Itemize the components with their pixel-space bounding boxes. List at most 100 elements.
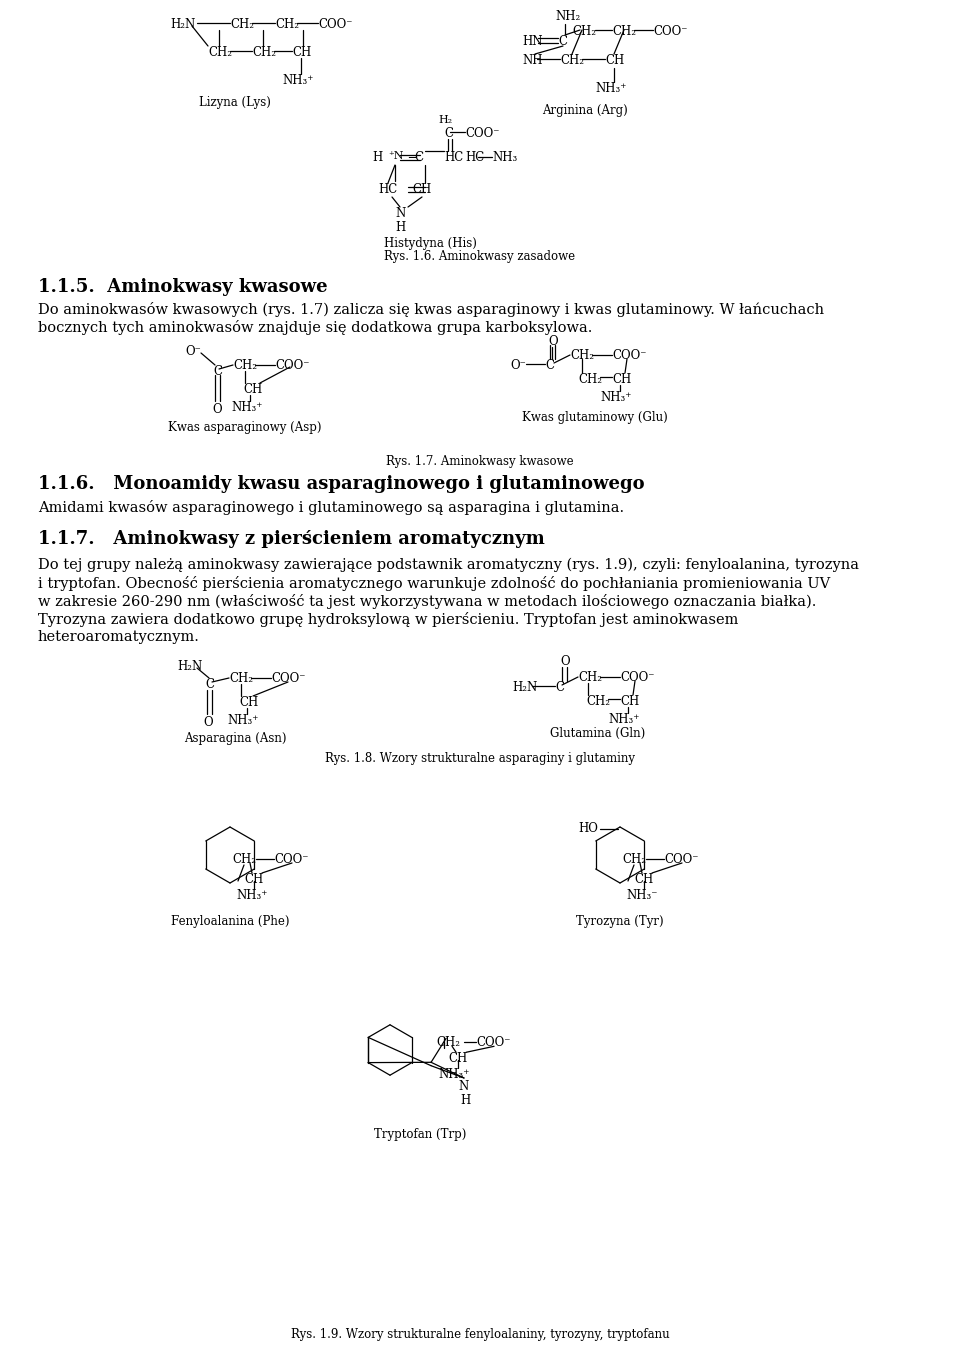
- Text: COO⁻: COO⁻: [653, 24, 687, 38]
- Text: COO⁻: COO⁻: [275, 359, 309, 372]
- Text: 1.1.5.  Aminokwasy kwasowe: 1.1.5. Aminokwasy kwasowe: [38, 277, 327, 296]
- Text: CH: CH: [412, 183, 431, 196]
- Text: HN: HN: [522, 35, 542, 47]
- Text: CH: CH: [239, 695, 258, 709]
- Text: H₂N: H₂N: [177, 660, 203, 672]
- Text: Rys. 1.7. Aminokwasy kwasowe: Rys. 1.7. Aminokwasy kwasowe: [386, 455, 574, 468]
- Text: CH: CH: [448, 1053, 468, 1065]
- Text: ═C: ═C: [408, 152, 424, 164]
- Text: CH₂: CH₂: [208, 46, 232, 60]
- Text: Kwas glutaminowy (Glu): Kwas glutaminowy (Glu): [522, 411, 668, 423]
- Text: H₂N: H₂N: [512, 681, 538, 694]
- Text: CH₂: CH₂: [436, 1036, 460, 1050]
- Text: C: C: [545, 359, 554, 372]
- Text: Amidami kwasów asparaginowego i glutaminowego są asparagina i glutamina.: Amidami kwasów asparaginowego i glutamin…: [38, 501, 624, 515]
- Text: CH: CH: [620, 695, 639, 708]
- Text: CH: CH: [243, 383, 262, 396]
- Text: NH: NH: [522, 54, 542, 68]
- Text: O: O: [203, 716, 212, 729]
- Text: CH: CH: [292, 46, 311, 60]
- Text: NH₃⁺: NH₃⁺: [282, 74, 313, 87]
- Text: Tryptofan (Trp): Tryptofan (Trp): [373, 1128, 467, 1141]
- Text: Arginina (Arg): Arginina (Arg): [542, 104, 628, 116]
- Text: CH₂: CH₂: [586, 695, 610, 708]
- Text: CH: CH: [612, 373, 632, 386]
- Text: O: O: [548, 336, 558, 348]
- Text: Do tej grupy należą aminokwasy zawierające podstawnik aromatyczny (rys. 1.9), cz: Do tej grupy należą aminokwasy zawierają…: [38, 557, 859, 572]
- Text: CH₂: CH₂: [572, 24, 596, 38]
- Text: CH: CH: [634, 873, 653, 886]
- Text: O: O: [212, 403, 222, 415]
- Text: Rys. 1.8. Wzory strukturalne asparaginy i glutaminy: Rys. 1.8. Wzory strukturalne asparaginy …: [325, 752, 635, 764]
- Text: ⁺N: ⁺N: [388, 152, 403, 161]
- Text: 1.1.6.   Monoamidy kwasu asparaginowego i glutaminowego: 1.1.6. Monoamidy kwasu asparaginowego i …: [38, 475, 644, 492]
- Text: Histydyna (His): Histydyna (His): [384, 237, 476, 250]
- Text: Glutamina (Gln): Glutamina (Gln): [550, 727, 646, 740]
- Text: Lizyna (Lys): Lizyna (Lys): [199, 96, 271, 110]
- Text: i tryptofan. Obecność pierścienia aromatycznego warunkuje zdolność do pochłanian: i tryptofan. Obecność pierścienia aromat…: [38, 576, 830, 591]
- Text: HC: HC: [465, 152, 484, 164]
- Text: HC: HC: [378, 183, 397, 196]
- Text: H: H: [372, 152, 382, 164]
- Text: CH₂: CH₂: [578, 373, 602, 386]
- Text: NH₃⁺: NH₃⁺: [236, 889, 268, 902]
- Text: C: C: [555, 681, 564, 694]
- Text: Asparagina (Asn): Asparagina (Asn): [183, 732, 286, 746]
- Text: H: H: [395, 221, 405, 234]
- Text: CH₂: CH₂: [232, 852, 256, 866]
- Text: N: N: [458, 1080, 468, 1093]
- Text: NH₃⁻: NH₃⁻: [626, 889, 658, 902]
- Text: N: N: [395, 207, 405, 221]
- Text: CH₂: CH₂: [622, 852, 646, 866]
- Text: CH₂: CH₂: [230, 18, 254, 31]
- Text: Do aminokwasów kwasowych (rys. 1.7) zalicza się kwas asparaginowy i kwas glutami: Do aminokwasów kwasowych (rys. 1.7) zali…: [38, 302, 824, 317]
- Text: H: H: [460, 1095, 470, 1107]
- Text: Tyrozyna (Tyr): Tyrozyna (Tyr): [576, 915, 663, 928]
- Text: C: C: [213, 365, 222, 377]
- Text: HC: HC: [444, 152, 464, 164]
- Text: Rys. 1.6. Aminokwasy zasadowe: Rys. 1.6. Aminokwasy zasadowe: [384, 250, 576, 262]
- Text: NH₂: NH₂: [555, 9, 580, 23]
- Text: 1.1.7.   Aminokwasy z pierścieniem aromatycznym: 1.1.7. Aminokwasy z pierścieniem aromaty…: [38, 530, 544, 548]
- Text: CH₂: CH₂: [233, 359, 257, 372]
- Text: CH₂: CH₂: [275, 18, 299, 31]
- Text: C: C: [558, 35, 567, 47]
- Text: COO⁻: COO⁻: [318, 18, 352, 31]
- Text: C: C: [444, 127, 453, 139]
- Text: NH₃⁺: NH₃⁺: [608, 713, 639, 727]
- Text: COO⁻: COO⁻: [620, 671, 655, 685]
- Text: heteroaromatycznym.: heteroaromatycznym.: [38, 630, 200, 644]
- Text: CH₂: CH₂: [612, 24, 636, 38]
- Text: Tyrozyna zawiera dodatkowo grupę hydroksylową w pierścieniu. Tryptofan jest amin: Tyrozyna zawiera dodatkowo grupę hydroks…: [38, 612, 738, 626]
- Text: H₂: H₂: [438, 115, 452, 124]
- Text: NH₃⁺: NH₃⁺: [600, 391, 632, 405]
- Text: Kwas asparaginowy (Asp): Kwas asparaginowy (Asp): [168, 421, 322, 434]
- Text: NH₃⁺: NH₃⁺: [231, 400, 262, 414]
- Text: COO⁻: COO⁻: [465, 127, 499, 139]
- Text: COO⁻: COO⁻: [664, 852, 699, 866]
- Text: Fenyloalanina (Phe): Fenyloalanina (Phe): [171, 915, 289, 928]
- Text: w zakresie 260-290 nm (właściwość ta jest wykorzystywana w metodach ilościowego : w zakresie 260-290 nm (właściwość ta jes…: [38, 594, 816, 609]
- Text: C: C: [205, 678, 214, 691]
- Text: CH₂: CH₂: [570, 349, 594, 363]
- Text: HO: HO: [578, 823, 598, 835]
- Text: O⁻: O⁻: [185, 345, 201, 359]
- Text: NH₃⁺: NH₃⁺: [227, 714, 258, 727]
- Text: CH: CH: [244, 873, 263, 886]
- Text: O: O: [560, 655, 569, 668]
- Text: CH₂: CH₂: [578, 671, 602, 685]
- Text: O⁻: O⁻: [510, 359, 526, 372]
- Text: COO⁻: COO⁻: [612, 349, 646, 363]
- Text: bocznych tych aminokwasów znajduje się dodatkowa grupa karboksylowa.: bocznych tych aminokwasów znajduje się d…: [38, 321, 592, 336]
- Text: COO⁻: COO⁻: [476, 1036, 511, 1050]
- Text: NH₃⁺: NH₃⁺: [595, 83, 626, 95]
- Text: CH₂: CH₂: [252, 46, 276, 60]
- Text: CH₂: CH₂: [229, 672, 253, 685]
- Text: H₂N: H₂N: [170, 18, 195, 31]
- Text: NH₃⁺: NH₃⁺: [438, 1069, 469, 1081]
- Text: COO⁻: COO⁻: [274, 852, 308, 866]
- Text: CH₂: CH₂: [560, 54, 584, 68]
- Text: NH₃: NH₃: [492, 152, 517, 164]
- Text: Rys. 1.9. Wzory strukturalne fenyloalaniny, tyrozyny, tryptofanu: Rys. 1.9. Wzory strukturalne fenyloalani…: [291, 1329, 669, 1341]
- Text: CH: CH: [605, 54, 624, 68]
